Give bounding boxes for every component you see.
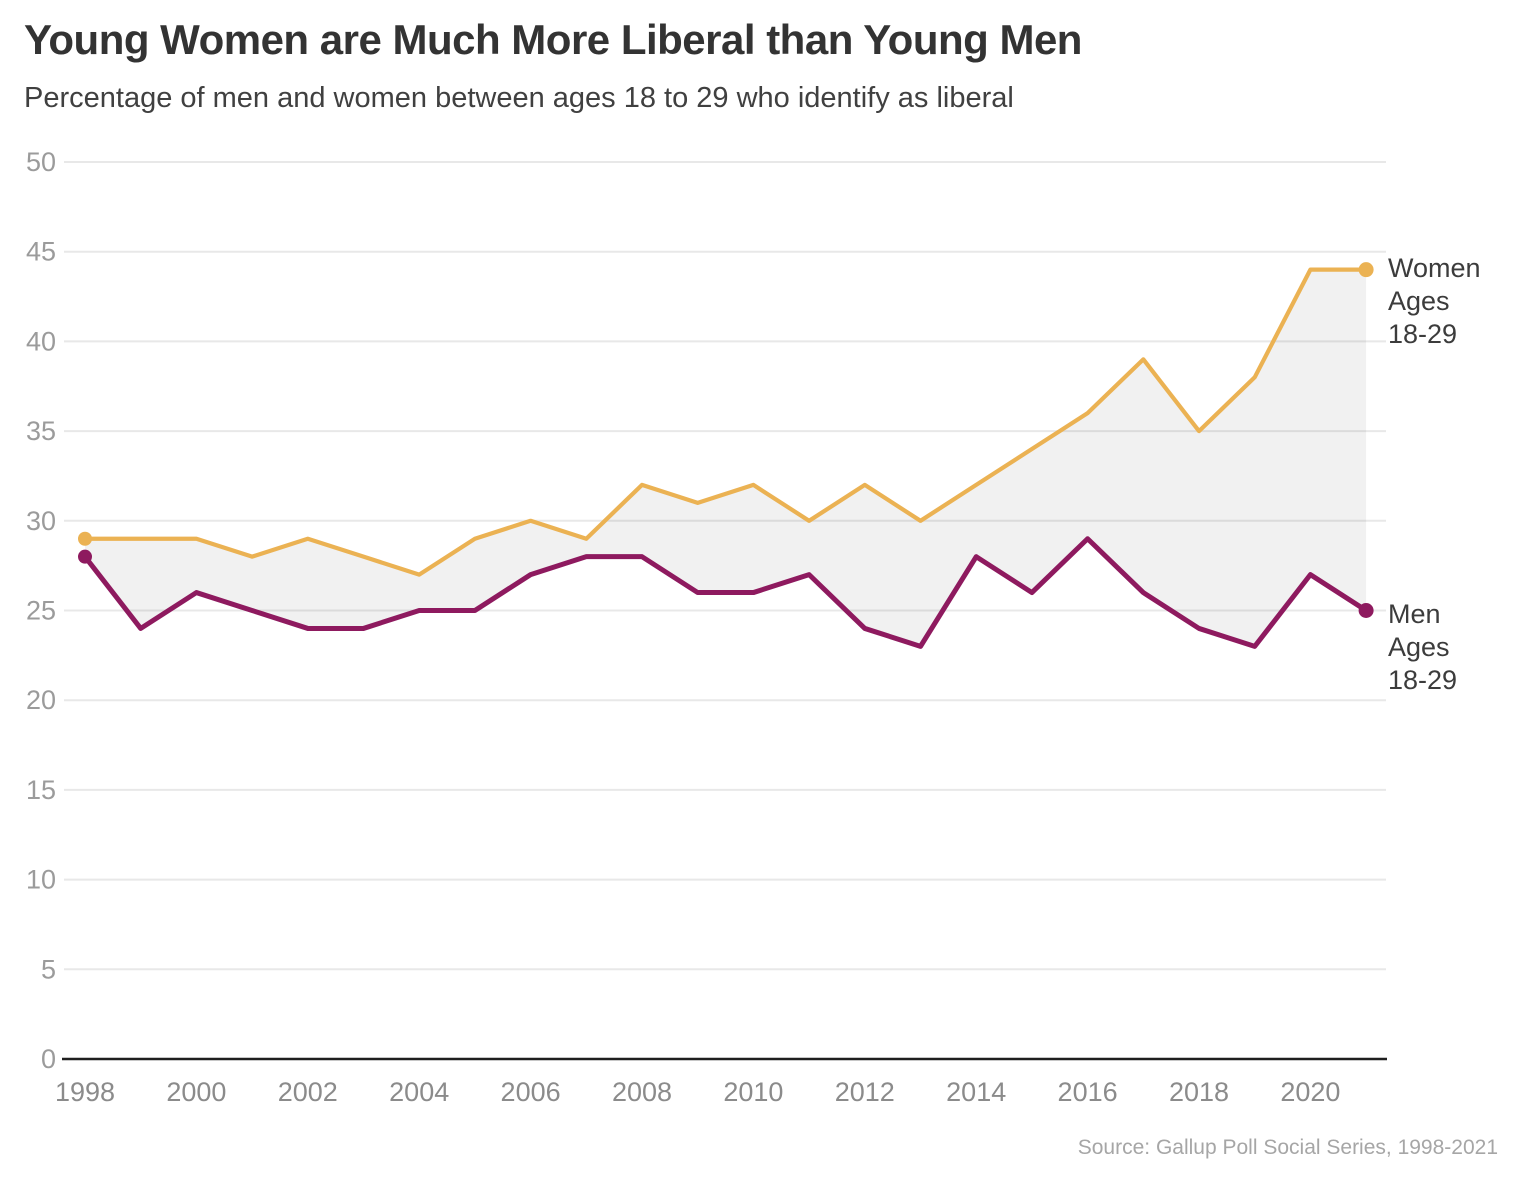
y-tick-label-30: 30 <box>26 506 56 536</box>
y-tick-label-5: 5 <box>41 954 56 984</box>
men-endpoint-dot-1998 <box>78 549 92 564</box>
y-tick-label-40: 40 <box>26 326 56 356</box>
men-label-line3: 18-29 <box>1388 665 1458 695</box>
y-tick-label-10: 10 <box>26 865 56 895</box>
women-endpoint-dot-2021 <box>1358 262 1374 278</box>
x-tick-label-2006: 2006 <box>501 1077 561 1107</box>
x-tick-label-2004: 2004 <box>389 1077 449 1107</box>
men-label-line1: Men <box>1388 599 1441 629</box>
women-series-label: Women Ages 18-29 <box>1388 252 1481 351</box>
x-tick-label-2012: 2012 <box>835 1077 895 1107</box>
men-label-line2: Ages <box>1388 632 1450 662</box>
y-tick-label-35: 35 <box>26 416 56 446</box>
women-label-line2: Ages <box>1388 286 1450 316</box>
x-tick-label-2014: 2014 <box>946 1077 1006 1107</box>
page-title: Young Women are Much More Liberal than Y… <box>24 16 1082 63</box>
women-endpoint-dot-1998 <box>78 531 92 546</box>
x-tick-label-2000: 2000 <box>166 1077 226 1107</box>
women-label-line3: 18-29 <box>1388 319 1458 349</box>
x-tick-label-2008: 2008 <box>612 1077 672 1107</box>
y-tick-label-0: 0 <box>41 1044 56 1074</box>
men-series-label: Men Ages 18-29 <box>1388 598 1457 697</box>
y-tick-label-45: 45 <box>26 237 56 267</box>
women-series-line <box>82 267 1369 577</box>
women-label-line1: Women <box>1388 253 1481 283</box>
men-endpoint-dot-2021 <box>1358 603 1374 618</box>
y-tick-label-20: 20 <box>26 685 56 715</box>
source-attribution: Source: Gallup Poll Social Series, 1998-… <box>1077 1136 1498 1159</box>
x-tick-label-2020: 2020 <box>1280 1077 1340 1107</box>
chart-subtitle: Percentage of men and women between ages… <box>24 82 1014 114</box>
y-tick-label-15: 15 <box>26 775 56 805</box>
x-tick-label-2002: 2002 <box>278 1077 338 1107</box>
y-tick-label-50: 50 <box>26 147 56 177</box>
x-tick-label-2018: 2018 <box>1169 1077 1229 1107</box>
x-tick-label-2010: 2010 <box>723 1077 783 1107</box>
series-gap-area <box>85 269 1367 647</box>
men-series-line <box>82 536 1369 649</box>
x-tick-label-2016: 2016 <box>1058 1077 1118 1107</box>
x-tick-label-1998: 1998 <box>55 1077 115 1107</box>
y-tick-label-25: 25 <box>26 596 56 626</box>
